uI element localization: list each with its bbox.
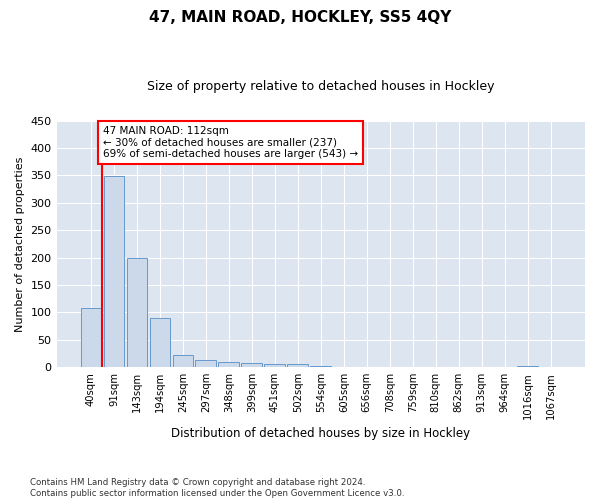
Bar [104,176,124,367]
Bar [80,308,101,367]
Title: Size of property relative to detached houses in Hockley: Size of property relative to detached ho… [147,80,494,93]
Text: Contains HM Land Registry data © Crown copyright and database right 2024.
Contai: Contains HM Land Registry data © Crown c… [30,478,404,498]
Bar [218,362,239,367]
X-axis label: Distribution of detached houses by size in Hockley: Distribution of detached houses by size … [171,427,470,440]
Bar [127,258,147,367]
Y-axis label: Number of detached properties: Number of detached properties [15,156,25,332]
Bar [173,355,193,367]
Bar [241,363,262,367]
Text: 47 MAIN ROAD: 112sqm
← 30% of detached houses are smaller (237)
69% of semi-deta: 47 MAIN ROAD: 112sqm ← 30% of detached h… [103,126,358,159]
Bar [149,318,170,367]
Bar [517,366,538,367]
Bar [196,360,216,367]
Text: 47, MAIN ROAD, HOCKLEY, SS5 4QY: 47, MAIN ROAD, HOCKLEY, SS5 4QY [149,10,451,25]
Bar [287,364,308,367]
Bar [310,366,331,367]
Bar [265,364,285,367]
